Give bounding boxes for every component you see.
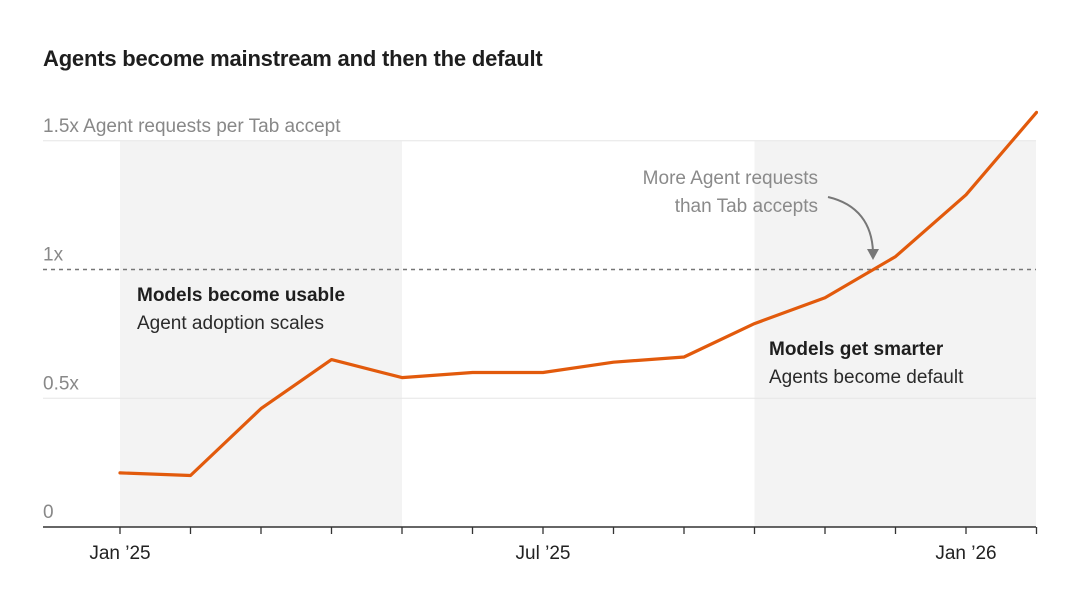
shaded-region-2 (754, 140, 1036, 527)
x-tick-label-0: Jan ’25 (89, 543, 150, 564)
gridlines (43, 140, 1036, 399)
crossover-arrowhead (867, 249, 879, 260)
y-tick-label-1.5x: 1.5x Agent requests per Tab accept (43, 116, 341, 137)
left-annotation-text: Agent adoption scales (137, 313, 324, 334)
annotations: More Agent requests than Tab accepts Mod… (137, 168, 964, 388)
left-annotation-title: Models become usable (137, 285, 345, 306)
y-tick-labels: 0 0.5x 1x 1.5x Agent requests per Tab accep… (43, 116, 341, 523)
y-tick-label-0.5x: 0.5x (43, 373, 79, 394)
crossover-annotation-line2: than Tab accepts (675, 196, 818, 217)
right-annotation-title: Models get smarter (769, 339, 944, 360)
crossover-annotation-line1: More Agent requests (643, 168, 818, 189)
series-group (118, 110, 1038, 478)
shaded-regions (120, 140, 1036, 527)
chart-title: Agents become mainstream and then the de… (43, 46, 543, 71)
x-tick-label-1: Jul ’25 (516, 543, 571, 564)
x-axis: Jan ’25 Jul ’25 Jan ’26 (43, 526, 1038, 564)
shaded-region-1 (120, 140, 402, 527)
crossover-arrow (827, 196, 874, 253)
y-tick-label-0: 0 (43, 502, 54, 523)
series-line-1 (118, 110, 1038, 478)
right-annotation-text: Agents become default (769, 367, 964, 388)
y-tick-label-1x: 1x (43, 245, 64, 266)
x-tick-label-2: Jan ’26 (935, 543, 996, 564)
